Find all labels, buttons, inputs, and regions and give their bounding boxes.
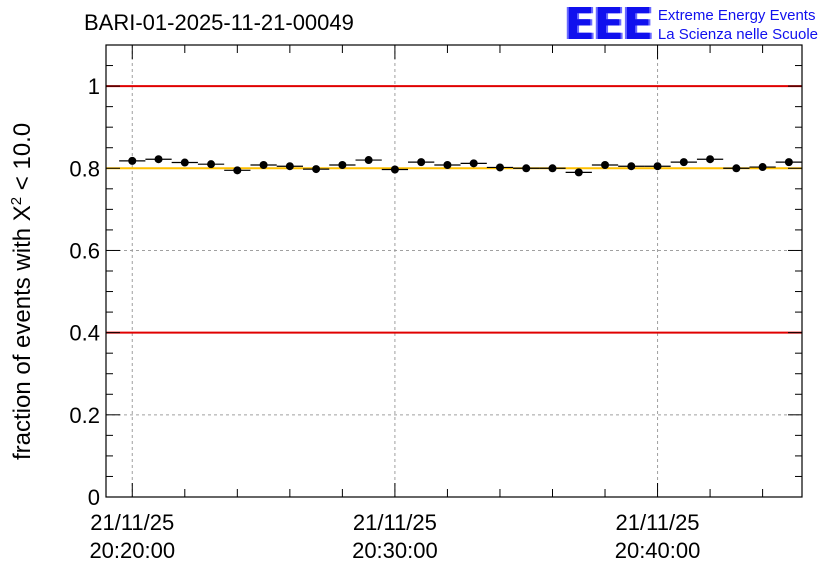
data-point [154,155,163,164]
data-point [180,158,189,167]
data-point [417,158,426,167]
grid-layer [106,45,802,497]
y-tick-label: 0.4 [69,321,100,346]
data-point [312,165,321,174]
y-tick-label: 0 [88,485,100,510]
data-point [469,159,478,168]
data-point [495,163,504,172]
data-point [207,160,216,169]
data-point [285,162,294,171]
data-point [653,162,662,171]
y-axis-label: fraction of events with X2 < 10.0 [8,123,37,460]
axes [105,44,803,498]
x-tick-label-date: 21/11/25 [616,510,700,535]
logo-text: Extreme Energy Events La Scienza nelle S… [658,6,818,44]
data-point [784,158,793,167]
data-point [679,158,688,167]
data-point [627,162,636,171]
eee-logo: EEE Extreme Energy Events La Scienza nel… [564,0,818,50]
data-point [574,168,583,177]
logo-line-1: Extreme Energy Events [657,7,816,24]
y-axis-label-prefix: fraction of events with X [9,205,36,460]
data-points [119,155,802,177]
data-point [233,166,242,175]
y-tick-label: 1 [88,74,100,99]
data-point [443,160,452,169]
y-tick-label: 0.8 [69,156,100,181]
x-tick-label-time: 20:40:00 [615,538,701,563]
reference-lines [106,85,802,334]
logo-mark: EEE [564,0,653,50]
x-tick-label-time: 20:30:00 [352,538,438,563]
data-point [128,156,137,165]
x-tick-label-date: 21/11/25 [353,510,437,535]
x-tick-label-date: 21/11/25 [90,510,174,535]
x-tick-label-time: 20:20:00 [89,538,175,563]
data-point [732,164,741,173]
y-tick-label: 0.2 [69,403,100,428]
data-point [390,165,399,174]
y-axis-label-suffix: < 10.0 [9,122,36,197]
data-point [338,160,347,169]
data-point [364,156,373,165]
data-point [601,160,610,169]
data-point [548,164,557,173]
data-point [706,155,715,164]
chart-title: BARI-01-2025-11-21-00049 [84,10,354,35]
logo-line-2: La Scienza nelle Scuole [657,26,818,43]
data-point [259,160,268,169]
y-axis-label-sup: 2 [8,196,25,206]
y-tick-label: 0.6 [69,238,100,263]
tick-labels: 0 0.2 0.4 0.6 0.8 1 21/11/25 20:20:00 21/11/25 20… [69,74,700,563]
data-point [758,163,767,172]
data-point [522,164,531,173]
plot-frame [105,44,803,498]
